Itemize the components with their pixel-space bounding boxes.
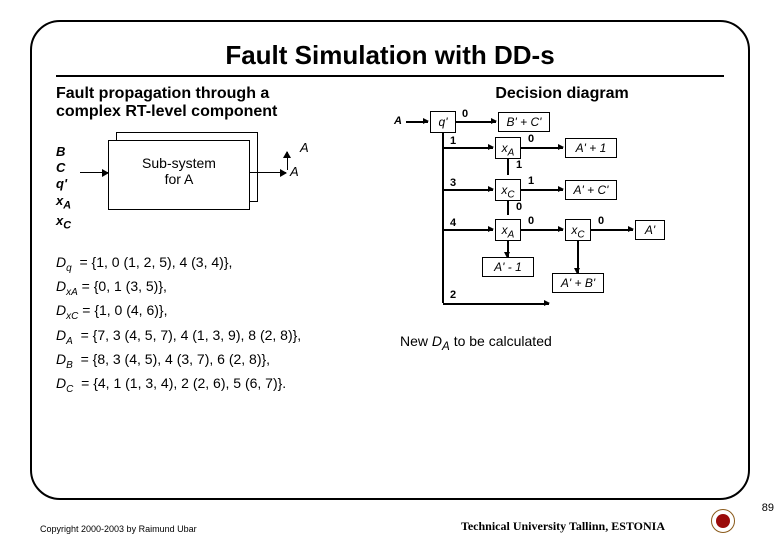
edge-q-0 xyxy=(456,121,496,123)
eq-DA: DA = {7, 3 (4, 5, 7), 4 (1, 3, 9), 8 (2,… xyxy=(56,325,380,349)
slide-frame: Fault Simulation with DD-s Fault propaga… xyxy=(30,20,750,500)
box-front: Sub-system for A xyxy=(108,140,250,210)
equations: Dq = {1, 0 (1, 2, 5), 4 (3, 4)}, DxA = {… xyxy=(56,252,380,398)
edge-2 xyxy=(443,303,549,305)
left-subtitle: Fault propagation through a complex RT-l… xyxy=(56,85,380,122)
arrow-in xyxy=(80,172,108,173)
edge-xc0-v xyxy=(507,201,509,215)
box-line2: for A xyxy=(109,171,249,187)
lbl-3: 3 xyxy=(450,177,456,189)
edge-xa2 xyxy=(521,229,563,231)
leaf-AC: A' + C' xyxy=(565,180,617,200)
lbl-xa1: 1 xyxy=(516,159,522,171)
edge-4 xyxy=(443,229,493,231)
edge-entry xyxy=(406,121,428,123)
eq-DxC: DxC = {1, 0 (4, 6)}, xyxy=(56,300,380,324)
eq-DB: DB = {8, 3 (4, 5), 4 (3, 7), 6 (2, 8)}, xyxy=(56,349,380,373)
right-column: Decision diagram A q' 0 B' + C' 1 xA 0 xyxy=(400,85,724,398)
content-columns: Fault propagation through a complex RT-l… xyxy=(56,85,724,398)
lbl-q-0: 0 xyxy=(462,108,468,120)
eq-DC: DC = {4, 1 (1, 3, 4), 2 (2, 6), 5 (6, 7)… xyxy=(56,373,380,397)
leaf-BC: B' + C' xyxy=(498,112,550,132)
lbl-xa2-0: 0 xyxy=(528,215,534,227)
edge-xa2-d xyxy=(507,241,509,257)
dd-entry-A: A xyxy=(394,115,402,127)
new-DA-text: New DA to be calculated xyxy=(400,333,552,353)
top-A: A xyxy=(300,140,309,155)
node-xC1: xC xyxy=(495,179,521,201)
slide-title: Fault Simulation with DD-s xyxy=(56,40,724,71)
box-line1: Sub-system xyxy=(109,155,249,171)
edge-xc2-d xyxy=(577,241,579,273)
lbl-2: 2 xyxy=(450,289,456,301)
edge-xa0 xyxy=(521,147,563,149)
stacked-box: Sub-system for A xyxy=(108,132,258,216)
university-footer: Technical University Tallinn, ESTONIA xyxy=(461,519,665,534)
decision-diagram: A q' 0 B' + C' 1 xA 0 A' + 1 1 xyxy=(400,109,724,359)
edge-q-down xyxy=(442,133,444,303)
eq-Dq: Dq = {1, 0 (1, 2, 5), 4 (3, 4)}, xyxy=(56,252,380,276)
slide-number: 89 xyxy=(762,502,774,514)
in-B: B xyxy=(56,144,71,160)
right-subtitle: Decision diagram xyxy=(400,85,724,103)
input-labels: B C q' xA xC xyxy=(56,144,71,233)
node-xC2: xC xyxy=(565,219,591,241)
left-column: Fault propagation through a complex RT-l… xyxy=(56,85,380,398)
node-xA1: xA xyxy=(495,137,521,159)
leaf-A: A' xyxy=(635,220,665,240)
lbl-xa0: 0 xyxy=(528,133,534,145)
title-rule xyxy=(56,75,724,77)
node-xA2: xA xyxy=(495,219,521,241)
in-xC: xC xyxy=(56,213,71,233)
left-subtitle-line2: complex RT-level component xyxy=(56,103,277,120)
in-C: C xyxy=(56,160,71,176)
edge-3 xyxy=(443,189,493,191)
leaf-A1: A' + 1 xyxy=(565,138,617,158)
arrow-out xyxy=(250,172,286,173)
newDA-prefix: New xyxy=(400,333,432,349)
leaf-AB: A' + B' xyxy=(552,273,604,293)
left-subtitle-line1: Fault propagation through a xyxy=(56,85,269,102)
edge-1 xyxy=(443,147,493,149)
leaf-Am1: A' - 1 xyxy=(482,257,534,277)
lbl-xc0: 0 xyxy=(516,201,522,213)
university-logo xyxy=(708,506,738,536)
edge-xc2 xyxy=(591,229,633,231)
lbl-xc2-0: 0 xyxy=(598,215,604,227)
edge-xa1-v xyxy=(507,159,509,175)
node-q: q' xyxy=(430,111,456,133)
eq-DxA: DxA = {0, 1 (3, 5)}, xyxy=(56,276,380,300)
arrow-up xyxy=(283,152,293,170)
copyright-footer: Copyright 2000-2003 by Raimund Ubar xyxy=(40,524,197,534)
block-diagram: B C q' xA xC Sub-system for A A A xyxy=(56,132,380,242)
in-q: q' xyxy=(56,176,71,192)
in-xA: xA xyxy=(56,193,71,213)
lbl-1: 1 xyxy=(450,135,456,147)
lbl-4: 4 xyxy=(450,217,456,229)
lbl-xc1: 1 xyxy=(528,175,534,187)
logo-dot-icon xyxy=(716,514,730,528)
newDA-suffix: to be calculated xyxy=(450,333,552,349)
edge-xc1 xyxy=(521,189,563,191)
